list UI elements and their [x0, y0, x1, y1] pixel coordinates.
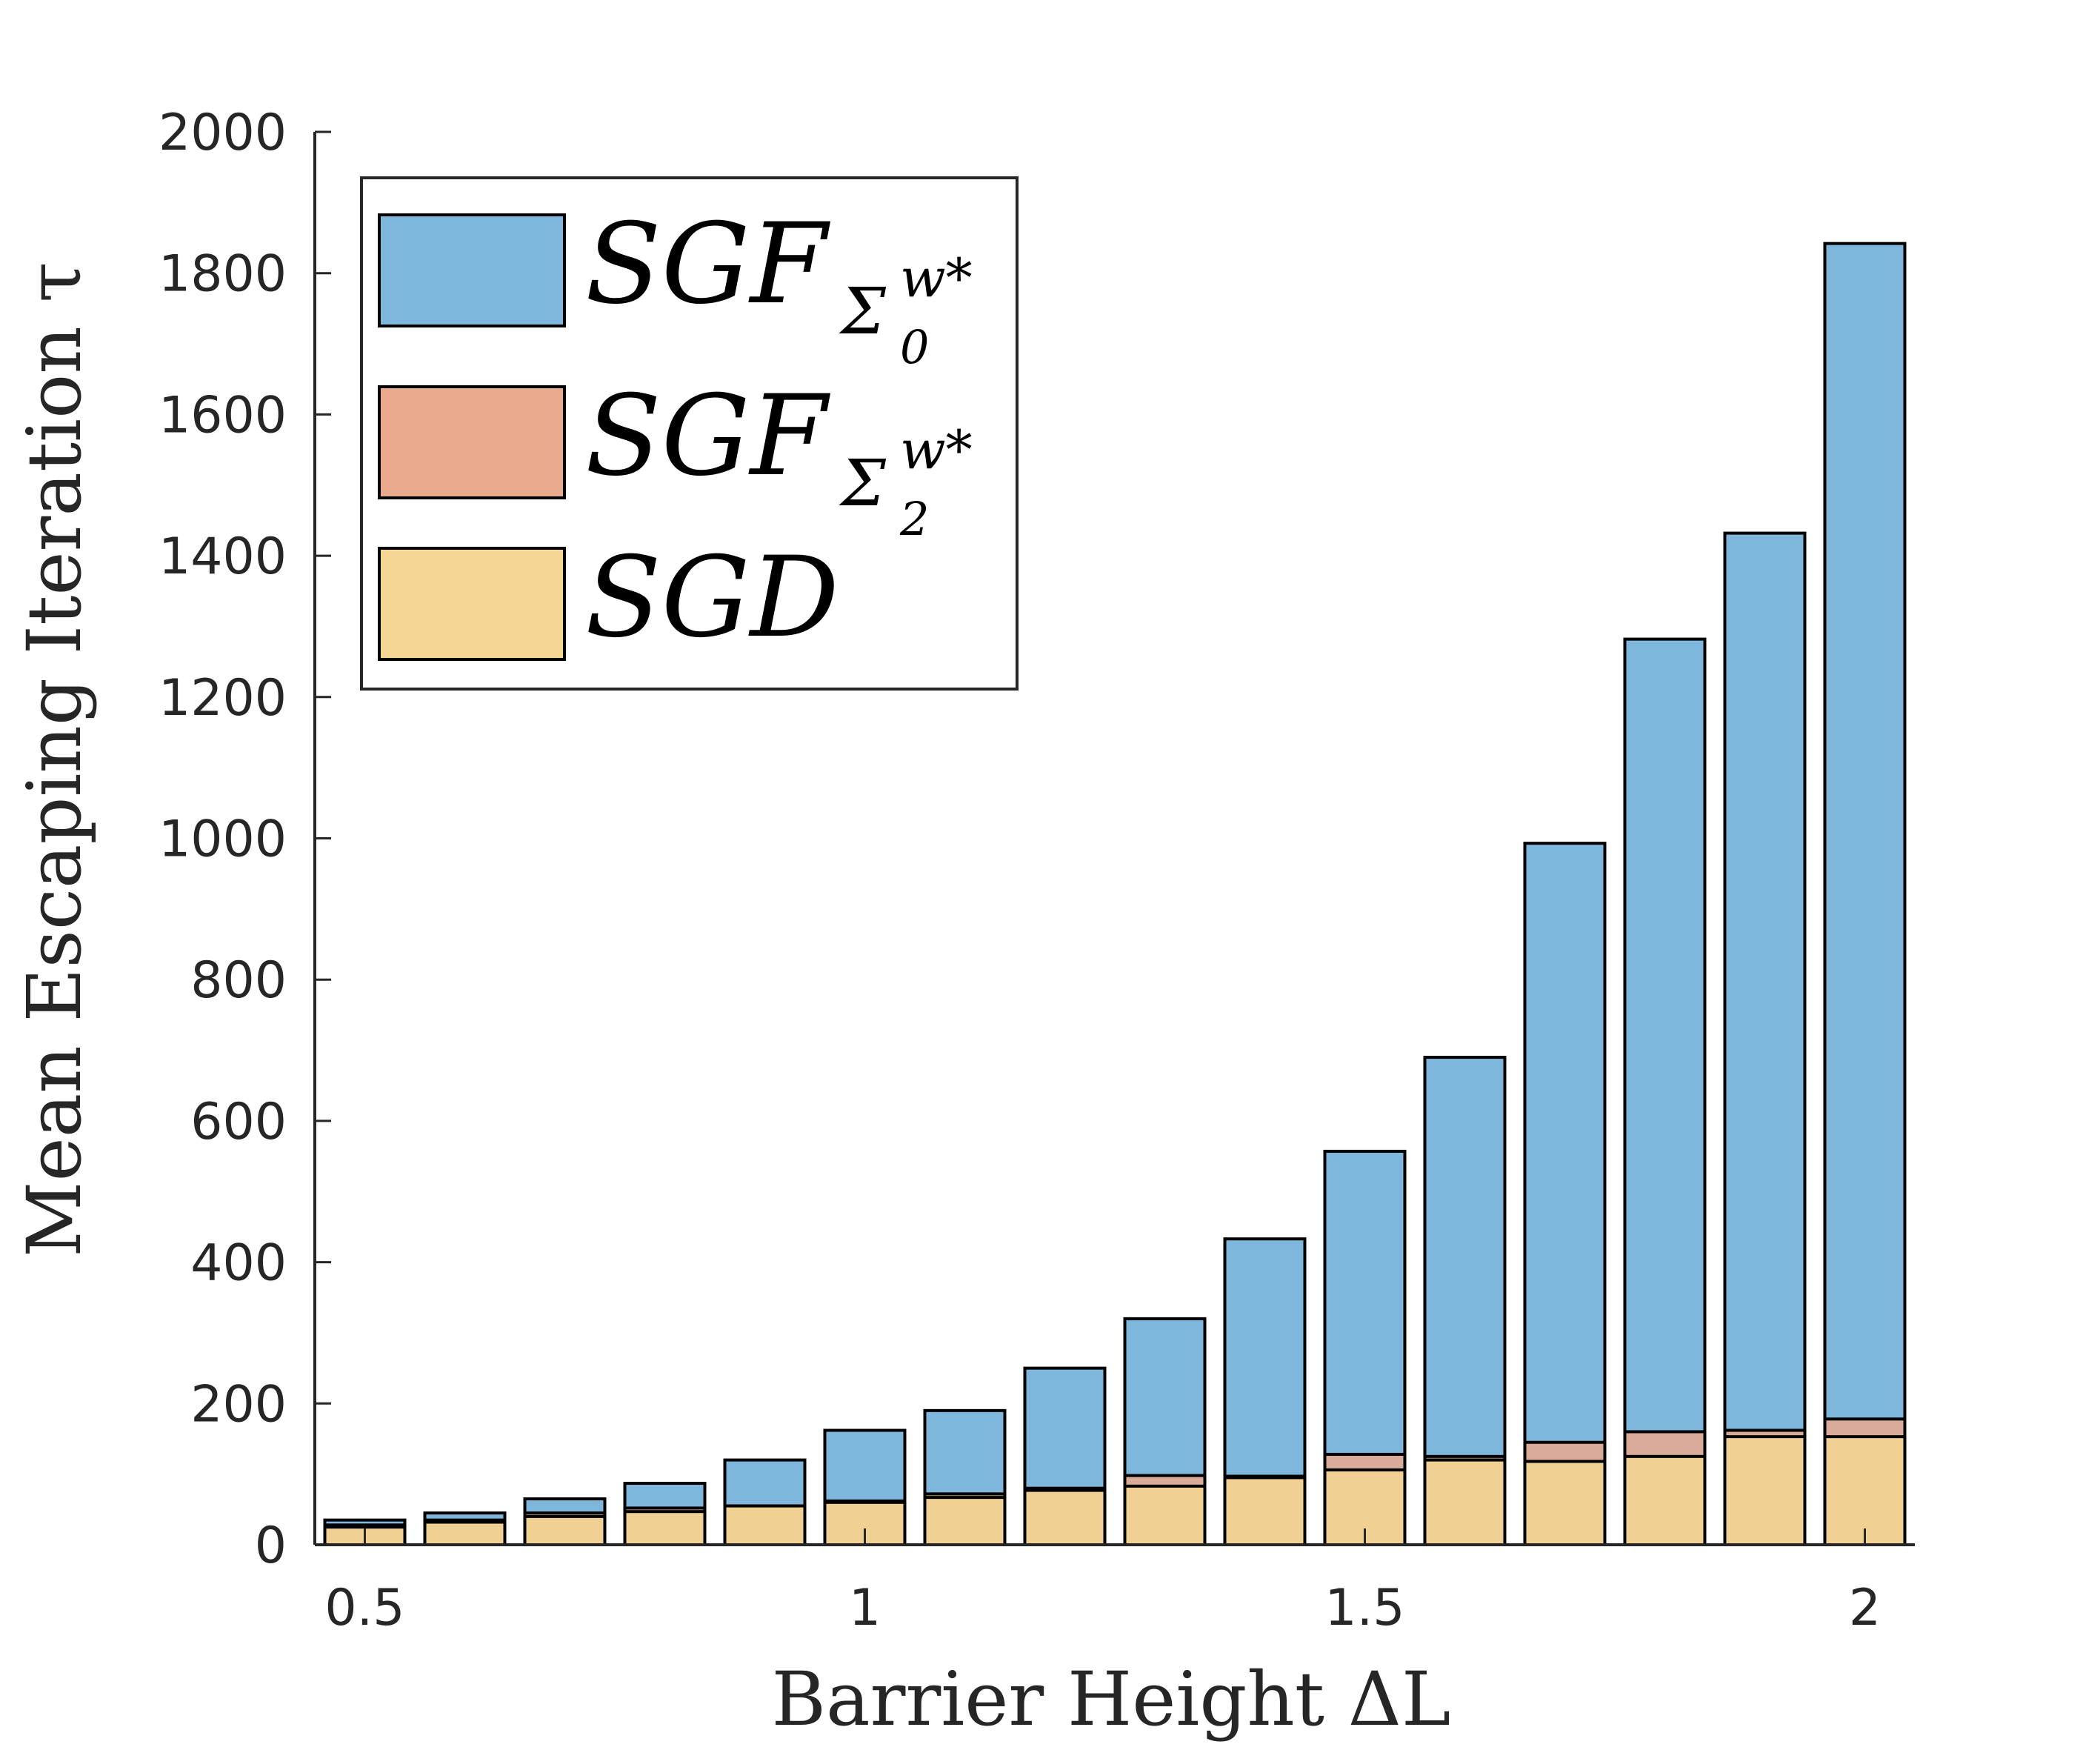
bar-sgd-13 — [1623, 1454, 1707, 1546]
y-tick-label: 200 — [190, 1375, 287, 1434]
legend-sub-0: Σ — [839, 275, 887, 349]
y-tick-label: 0 — [255, 1517, 287, 1575]
axes-group: 0 200 400 600 800 1000 1200 1400 1600 1800 2000 0.5… — [159, 104, 1915, 1637]
legend-label-1: SGF — [585, 372, 831, 501]
bar-sgf0-14 — [1723, 531, 1807, 1546]
y-tick-label: 2000 — [159, 104, 287, 162]
y-tick-label: 800 — [190, 951, 287, 1010]
bar-sgf0-15 — [1823, 242, 1907, 1547]
y-tick-label: 1600 — [159, 386, 287, 445]
bar-sgd-7 — [1023, 1488, 1107, 1546]
bar-sgd-2 — [523, 1514, 607, 1546]
y-tick-label: 1000 — [159, 811, 287, 869]
bars-group — [323, 242, 1907, 1547]
legend: SGF Σ 0w*SGF Σ 2w*SGD — [360, 176, 1019, 691]
y-tick-label: 1200 — [159, 669, 287, 728]
x-tick-label: 0.5 — [324, 1579, 404, 1637]
legend-swatch-1 — [378, 385, 566, 499]
legend-sup-0: w* — [900, 247, 973, 309]
y-tick-label: 600 — [190, 1093, 287, 1151]
legend-sub-1: Σ — [839, 447, 887, 521]
bar-sgd-15 — [1823, 1435, 1907, 1546]
bar-sgf0-13 — [1623, 637, 1707, 1546]
legend-sup-1: w* — [900, 419, 973, 481]
bar-sgf0-12 — [1523, 842, 1607, 1547]
bar-sgd-9 — [1223, 1476, 1307, 1546]
x-tick-label: 2 — [1849, 1579, 1881, 1637]
bar-sgd-8 — [1123, 1484, 1207, 1546]
legend-swatch-2 — [378, 547, 566, 661]
bar-sgd-1 — [423, 1520, 507, 1547]
x-axis-title: Barrier Height ΔL — [772, 1656, 1451, 1743]
bar-sgd-6 — [923, 1496, 1007, 1546]
y-axis-title: Mean Escaping Iteration τ — [11, 262, 98, 1257]
x-tick-label: 1 — [849, 1579, 881, 1637]
legend-swatch-0 — [378, 213, 566, 327]
bar-sgd-14 — [1723, 1435, 1807, 1546]
bar-sgd-4 — [723, 1504, 807, 1546]
legend-label-2: SGD — [585, 533, 839, 662]
legend-label-0: SGF — [585, 200, 831, 329]
y-tick-label: 1400 — [159, 528, 287, 586]
bar-sgd-3 — [623, 1510, 707, 1547]
x-tick-label: 1.5 — [1324, 1579, 1404, 1637]
bar-sgd-12 — [1523, 1460, 1607, 1547]
bar-sgd-11 — [1423, 1458, 1507, 1546]
legend-sub-index-1: 2 — [899, 492, 929, 546]
legend-sub-index-0: 0 — [900, 320, 929, 374]
y-tick-label: 1800 — [159, 245, 287, 304]
y-tick-label: 400 — [190, 1234, 287, 1293]
